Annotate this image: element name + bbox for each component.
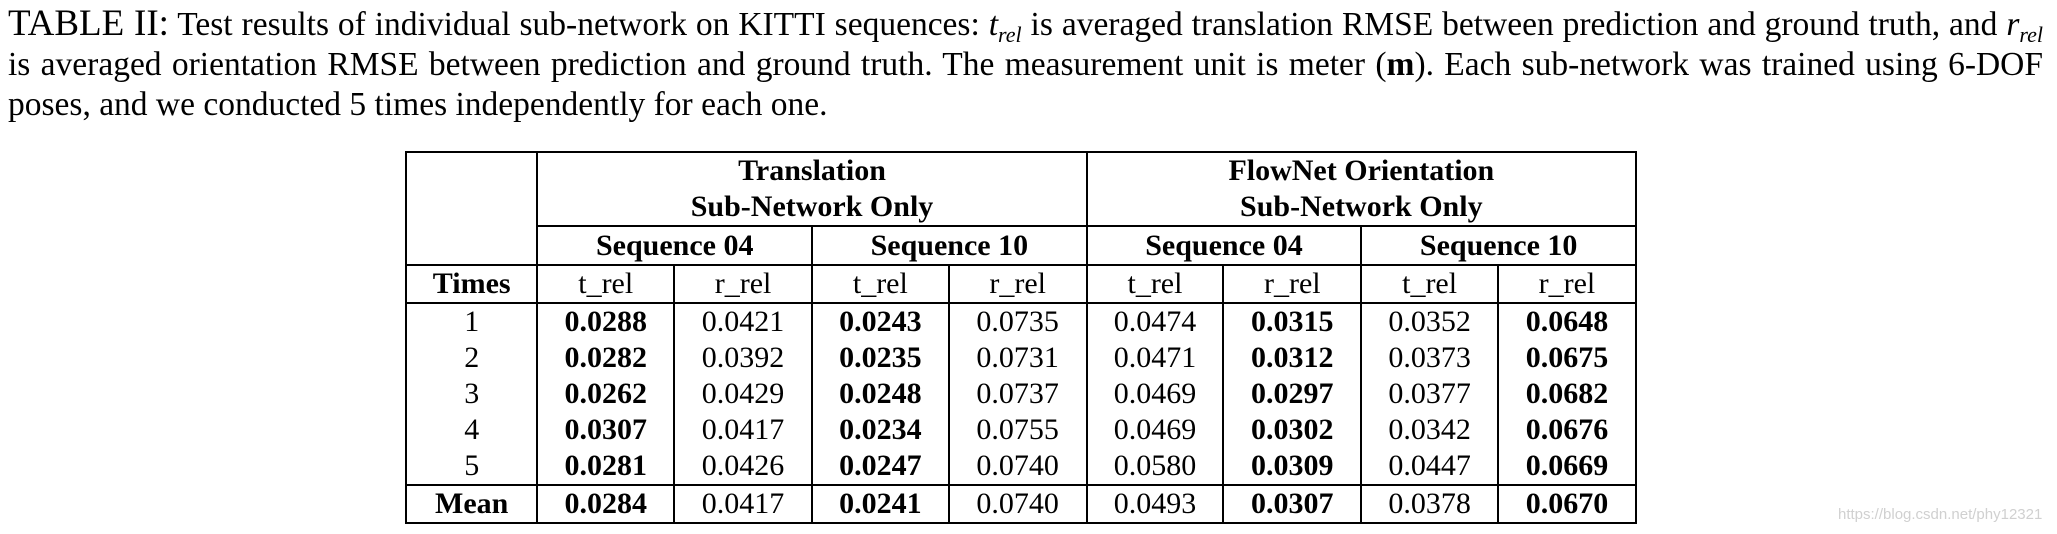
caption-text-2: is averaged translation RMSE between pre…: [1021, 6, 2007, 43]
row-label: 3: [404, 376, 539, 412]
metric-header: r_rel: [1496, 264, 1638, 303]
subscript-rel-1: rel: [998, 22, 1022, 47]
metric-header-row: Times t_rel r_rel t_rel r_rel t_rel r_re…: [404, 264, 1638, 303]
table-cell: 0.0297: [1222, 376, 1363, 412]
row-label: 2: [404, 340, 539, 376]
table-cell: 0.0281: [536, 448, 676, 485]
sequence-header: Sequence 04: [536, 225, 814, 265]
metric-header: t_rel: [811, 264, 950, 303]
table-cell: 0.0315: [1222, 302, 1363, 340]
table-row: 1 0.0288 0.0421 0.0243 0.0735 0.0474 0.0…: [404, 302, 1638, 340]
table-cell: 0.0669: [1496, 448, 1638, 485]
table-cell: 0.0580: [1085, 448, 1225, 485]
table-cell: 0.0309: [1222, 448, 1363, 485]
group-header-row: Translation Sub-Network Only FlowNet Orie…: [404, 151, 1638, 265]
table-cell: 0.0426: [673, 448, 814, 485]
table-cell: 0.0429: [673, 376, 814, 412]
caption-text-1: Test results of individual sub-network o…: [168, 6, 989, 43]
table-cell: 0.0248: [811, 376, 950, 412]
table-row: 4 0.0307 0.0417 0.0234 0.0755 0.0469 0.0…: [404, 412, 1638, 448]
caption-text-4: ). Each sub-network was trained using 6-…: [8, 46, 2044, 123]
table-cell: 0.0469: [1085, 376, 1225, 412]
table-row: 2 0.0282 0.0392 0.0235 0.0731 0.0471 0.0…: [404, 340, 1638, 376]
table-cell: 0.0284: [536, 484, 676, 524]
table-cell: 0.0378: [1360, 484, 1499, 524]
table-cell: 0.0648: [1496, 302, 1638, 340]
sequence-header: Sequence 04: [1085, 225, 1363, 265]
corner-cell: [404, 151, 539, 265]
table-cell: 0.0307: [536, 412, 676, 448]
caption-text-3: is averaged orientation RMSE between pre…: [8, 46, 1387, 83]
table-cell: 0.0471: [1085, 340, 1225, 376]
mean-row: Mean 0.0284 0.0417 0.0241 0.0740 0.0493 …: [404, 484, 1638, 524]
sequence-header: Sequence 10: [811, 225, 1088, 265]
caption-label: TABLE II:: [8, 3, 169, 44]
table-cell: 0.0417: [673, 484, 814, 524]
metric-header: r_rel: [1222, 264, 1363, 303]
table-cell: 0.0392: [673, 340, 814, 376]
table-cell: 0.0447: [1360, 448, 1499, 485]
table-cell: 0.0352: [1360, 302, 1499, 340]
table-cell: 0.0262: [536, 376, 676, 412]
table-caption: TABLE II: Test results of individual sub…: [8, 4, 2043, 125]
results-table: Translation Sub-Network Only FlowNet Orie…: [404, 151, 1638, 524]
table-cell: 0.0235: [811, 340, 950, 376]
table-cell: 0.0755: [947, 412, 1088, 448]
metric-header: r_rel: [947, 264, 1088, 303]
table-cell: 0.0342: [1360, 412, 1499, 448]
sequence-header: Sequence 10: [1360, 225, 1637, 265]
group-header-flownet: FlowNet Orientation Sub-Network Only: [1085, 151, 1638, 226]
group-header-translation: Translation Sub-Network Only: [536, 151, 1088, 226]
table-cell: 0.0740: [947, 484, 1088, 524]
table-cell: 0.0377: [1360, 376, 1499, 412]
table-cell: 0.0373: [1360, 340, 1499, 376]
table-cell: 0.0312: [1222, 340, 1363, 376]
table-cell: 0.0241: [811, 484, 950, 524]
table-cell: 0.0682: [1496, 376, 1638, 412]
table-cell: 0.0469: [1085, 412, 1225, 448]
subscript-rel-2: rel: [2019, 22, 2043, 47]
metric-header: t_rel: [1085, 264, 1225, 303]
table-cell: 0.0670: [1496, 484, 1638, 524]
table-cell: 0.0417: [673, 412, 814, 448]
row-header-times: Times: [404, 264, 539, 303]
row-label: 5: [404, 448, 539, 485]
row-label: 4: [404, 412, 539, 448]
table-cell: 0.0676: [1496, 412, 1638, 448]
table-cell: 0.0234: [811, 412, 950, 448]
table-cell: 0.0243: [811, 302, 950, 340]
row-label-mean: Mean: [404, 484, 539, 524]
table-cell: 0.0675: [1496, 340, 1638, 376]
table-cell: 0.0307: [1222, 484, 1363, 524]
metric-header: t_rel: [1360, 264, 1499, 303]
symbol-r: r: [2006, 6, 2020, 43]
table-cell: 0.0474: [1085, 302, 1225, 340]
table-row: 3 0.0262 0.0429 0.0248 0.0737 0.0469 0.0…: [404, 376, 1638, 412]
table-cell: 0.0302: [1222, 412, 1363, 448]
table-cell: 0.0421: [673, 302, 814, 340]
table-cell: 0.0731: [947, 340, 1088, 376]
table-cell: 0.0737: [947, 376, 1088, 412]
table-cell: 0.0735: [947, 302, 1088, 340]
symbol-t: t: [988, 6, 999, 43]
table-cell: 0.0247: [811, 448, 950, 485]
watermark: https://blog.csdn.net/phy12321: [1838, 506, 2043, 523]
metric-header: t_rel: [536, 264, 676, 303]
sequence-header-row: Sequence 04 Sequence 10 Sequence 04 Sequ…: [406, 225, 1637, 265]
table-cell: 0.0282: [536, 340, 676, 376]
table-row: 5 0.0281 0.0426 0.0247 0.0740 0.0580 0.0…: [404, 448, 1638, 485]
table-cell: 0.0493: [1085, 484, 1225, 524]
caption-unit: m: [1386, 46, 1415, 83]
table-cell: 0.0288: [536, 302, 676, 340]
table-cell: 0.0740: [947, 448, 1088, 485]
metric-header: r_rel: [673, 264, 814, 303]
row-label: 1: [404, 302, 539, 340]
